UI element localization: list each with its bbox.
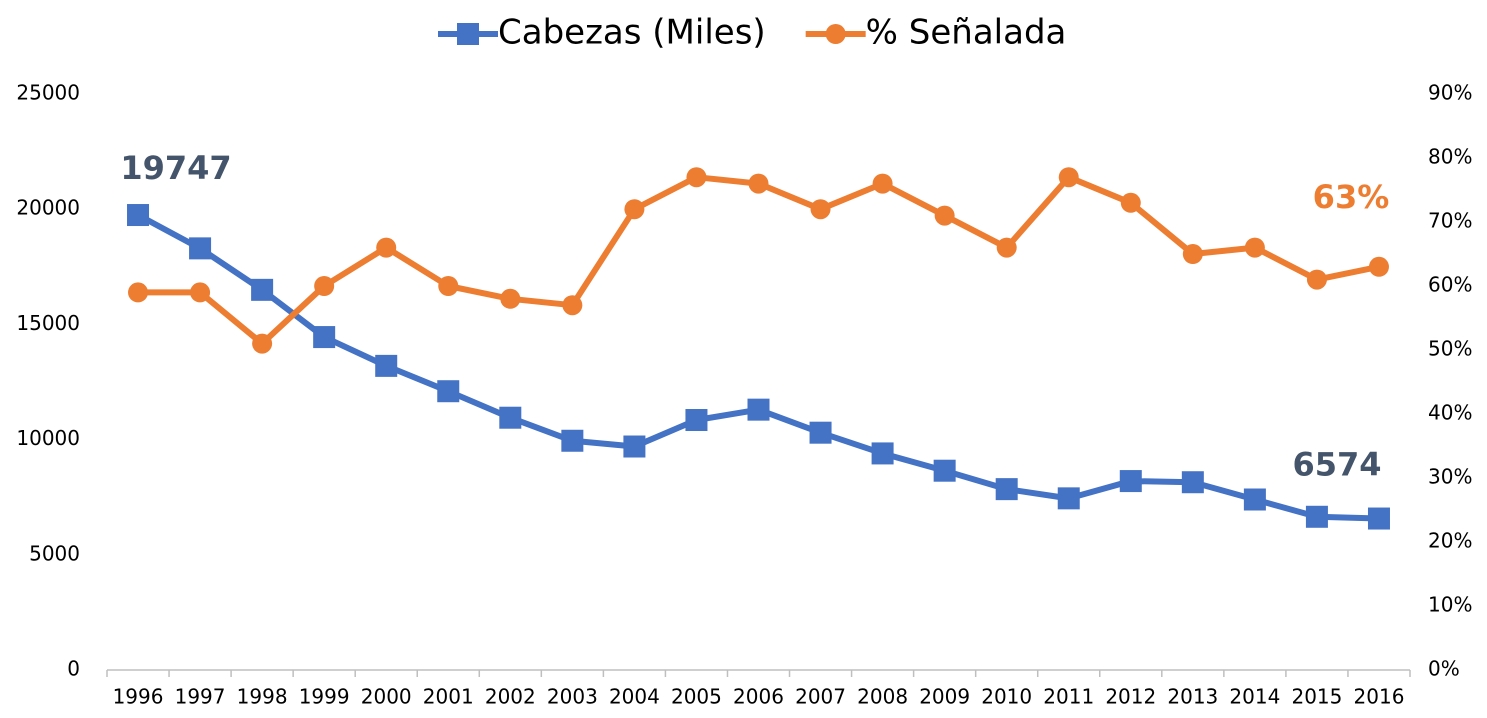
marker bbox=[500, 288, 521, 309]
x-tick-label: 2012 bbox=[1105, 685, 1156, 709]
y-tick-label: 10000 bbox=[16, 426, 80, 450]
y2-tick-label: 40% bbox=[1428, 401, 1472, 425]
marker bbox=[872, 173, 893, 194]
marker bbox=[438, 276, 459, 296]
marker bbox=[996, 237, 1017, 258]
marker bbox=[314, 276, 335, 296]
y-tick-label: 25000 bbox=[16, 81, 80, 105]
y-tick-label: 20000 bbox=[16, 196, 80, 220]
marker bbox=[747, 398, 770, 421]
x-tick-label: 1997 bbox=[175, 685, 226, 709]
marker bbox=[995, 478, 1018, 501]
marker bbox=[810, 199, 831, 220]
marker bbox=[562, 295, 583, 316]
y2-tick-label: 10% bbox=[1428, 593, 1472, 617]
marker bbox=[1244, 237, 1265, 258]
marker bbox=[252, 333, 273, 354]
series bbox=[127, 204, 1390, 530]
marker bbox=[1305, 505, 1328, 528]
marker bbox=[1367, 507, 1390, 530]
marker bbox=[1058, 167, 1079, 188]
marker bbox=[623, 435, 646, 458]
marker bbox=[127, 204, 150, 227]
marker bbox=[251, 278, 274, 301]
y2-tick-label: 80% bbox=[1428, 145, 1472, 169]
marker bbox=[934, 205, 955, 226]
marker bbox=[190, 282, 211, 303]
legend: Cabezas (Miles) % Señalada bbox=[438, 13, 1066, 53]
x-tick-label: 2005 bbox=[671, 685, 722, 709]
x-tick-label: 2010 bbox=[981, 685, 1032, 709]
marker bbox=[871, 442, 894, 465]
x-tick-label: 1998 bbox=[237, 685, 288, 709]
marker bbox=[1306, 269, 1327, 290]
data-label: 63% bbox=[1313, 178, 1390, 216]
marker bbox=[1119, 470, 1142, 493]
marker bbox=[1243, 488, 1266, 511]
marker bbox=[748, 173, 769, 194]
x-tick-label: 2000 bbox=[361, 685, 412, 709]
y2-tick-label: 90% bbox=[1428, 81, 1472, 105]
marker bbox=[933, 459, 956, 482]
marker bbox=[1182, 244, 1203, 264]
x-tick-label: 2001 bbox=[423, 685, 474, 709]
x-tick-label: 2009 bbox=[919, 685, 970, 709]
x-tick-label: 2014 bbox=[1229, 685, 1280, 709]
marker bbox=[809, 421, 832, 444]
y2-tick-label: 50% bbox=[1428, 337, 1472, 361]
x-tick-label: 2003 bbox=[547, 685, 598, 709]
y2-tick-label: 30% bbox=[1428, 465, 1472, 489]
marker bbox=[686, 167, 707, 188]
y2-tick-label: 0% bbox=[1428, 657, 1460, 681]
marker bbox=[624, 199, 645, 220]
y2-tick-label: 70% bbox=[1428, 209, 1472, 233]
x-tick-label: 2007 bbox=[795, 685, 846, 709]
marker bbox=[437, 380, 460, 403]
x-tick-label: 2006 bbox=[733, 685, 784, 709]
x-tick-label: 2004 bbox=[609, 685, 660, 709]
marker bbox=[1057, 487, 1080, 510]
marker bbox=[561, 429, 584, 452]
x-tick-label: 2011 bbox=[1043, 685, 1094, 709]
x-tick-label: 2013 bbox=[1167, 685, 1218, 709]
x-tick-label: 2008 bbox=[857, 685, 908, 709]
marker bbox=[189, 237, 212, 260]
y-tick-label: 0 bbox=[67, 657, 80, 681]
marker bbox=[375, 354, 398, 377]
data-label: 6574 bbox=[1292, 446, 1381, 484]
marker bbox=[313, 326, 336, 349]
marker bbox=[1368, 256, 1389, 277]
legend-marker bbox=[457, 23, 479, 45]
x-tick-label: 1999 bbox=[299, 685, 350, 709]
marker bbox=[499, 406, 522, 429]
x-tick-label: 2002 bbox=[485, 685, 536, 709]
marker bbox=[1181, 471, 1204, 494]
legend-label: % Señalada bbox=[866, 13, 1067, 53]
data-label: 19747 bbox=[120, 149, 231, 187]
marker bbox=[1120, 192, 1141, 213]
marker bbox=[128, 282, 149, 303]
x-tick-label: 2015 bbox=[1291, 685, 1342, 709]
y2-tick-label: 20% bbox=[1428, 529, 1472, 553]
legend-label: Cabezas (Miles) bbox=[498, 13, 766, 53]
y-tick-label: 15000 bbox=[16, 311, 80, 335]
y-tick-label: 5000 bbox=[29, 541, 80, 565]
legend-marker bbox=[825, 24, 846, 44]
marker bbox=[685, 409, 708, 432]
marker bbox=[376, 237, 397, 258]
y2-tick-label: 60% bbox=[1428, 273, 1472, 297]
series bbox=[128, 167, 1389, 354]
x-tick-label: 2016 bbox=[1354, 685, 1405, 709]
x-tick-label: 1996 bbox=[113, 685, 164, 709]
